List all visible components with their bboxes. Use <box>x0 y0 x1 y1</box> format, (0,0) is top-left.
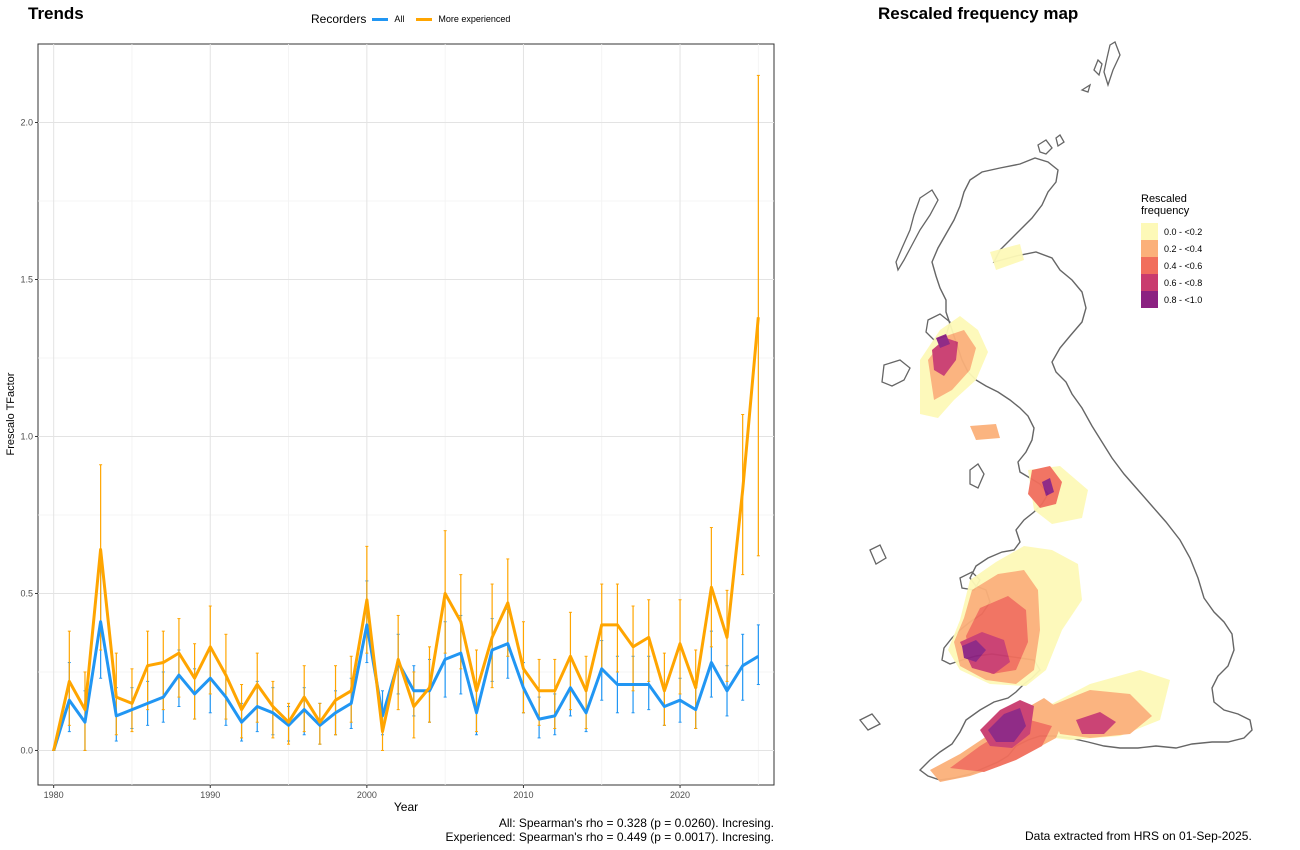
stat-all: All: Spearman's rho = 0.328 (p = 0.0260)… <box>498 816 774 830</box>
map-legend-swatch <box>1141 257 1158 274</box>
legend-key-experienced <box>416 17 433 21</box>
series-lines <box>52 317 760 751</box>
series-line-more-experienced <box>52 317 760 751</box>
patch-lakes-high <box>1042 478 1054 496</box>
x-tick-label: 1990 <box>200 790 220 800</box>
map-legend-title-line2: frequency <box>1141 205 1190 217</box>
y-tick-label: 1.5 <box>20 274 33 284</box>
map-legend-swatch <box>1141 223 1158 240</box>
shetland-outline <box>1080 41 1121 93</box>
x-axis-label: Year <box>394 800 418 814</box>
patch-galloway <box>970 424 1000 440</box>
x-tick-label: 2020 <box>670 790 690 800</box>
map-legend-row: 0.2 - <0.4 <box>1141 240 1202 257</box>
patch-scotland-top <box>936 334 950 348</box>
trends-chart: 0.0 0.5 1.0 1.5 2.0 1980 1990 2000 2010 2020 Year… <box>5 43 775 814</box>
x-tick-label: 2000 <box>357 790 377 800</box>
y-tick-label: 0.5 <box>20 588 33 598</box>
irish-coast-fragment <box>858 359 911 731</box>
chart-legend: Recorders All More experienced <box>311 12 516 26</box>
y-tick-label: 0.0 <box>20 745 33 755</box>
frequency-patches <box>920 244 1170 782</box>
series-line-all <box>52 620 760 751</box>
legend-title: Recorders <box>311 12 367 26</box>
trends-title: Trends <box>28 4 84 23</box>
orkney-outline <box>1037 134 1065 155</box>
map-legend-swatch <box>1141 274 1158 291</box>
x-tick-label: 2010 <box>513 790 533 800</box>
map-legend-label: 0.0 - <0.2 <box>1164 226 1203 237</box>
axes: 0.0 0.5 1.0 1.5 2.0 1980 1990 2000 2010 2020 <box>20 117 690 800</box>
stat-experienced: Experienced: Spearman's rho = 0.449 (p =… <box>445 830 775 844</box>
map-legend-label: 0.2 - <0.4 <box>1164 243 1203 254</box>
y-tick-label: 1.0 <box>20 431 33 441</box>
map-legend-label: 0.8 - <1.0 <box>1164 294 1203 305</box>
patch-scotland-high <box>932 338 958 376</box>
patch-dartmoor-top <box>988 708 1026 742</box>
legend-label-experienced: More experienced <box>438 14 511 24</box>
y-axis-label: Frescalo TFactor <box>5 372 17 455</box>
patch-highland-north <box>990 244 1024 270</box>
y-tick-label: 2.0 <box>20 117 33 127</box>
patch-wales-top <box>962 640 986 662</box>
frequency-map <box>858 41 1253 782</box>
map-legend-label: 0.4 - <0.6 <box>1164 260 1203 271</box>
map-legend-row: 0.4 - <0.6 <box>1141 257 1202 274</box>
footnote: Data extracted from HRS on 01-Sep-2025. <box>1025 829 1252 843</box>
map-legend-title-line1: Rescaled <box>1141 193 1187 205</box>
map-legend-row: 0.6 - <0.8 <box>1141 274 1202 291</box>
map-legend-title: Rescaled frequency <box>1141 193 1202 217</box>
map-legend: Rescaled frequency 0.0 - <0.2 0.2 - <0.4 0… <box>1141 193 1202 308</box>
patch-dorset-high <box>1076 712 1116 734</box>
map-legend-swatch <box>1141 240 1158 257</box>
isle-of-man-outline <box>969 463 985 489</box>
map-legend-row: 0.8 - <1.0 <box>1141 291 1202 308</box>
legend-label-all: All <box>394 14 405 24</box>
legend-key-all <box>372 17 389 21</box>
x-tick-label: 1980 <box>44 790 64 800</box>
plot-panel <box>37 43 775 786</box>
map-title: Rescaled frequency map <box>878 4 1079 23</box>
map-legend-label: 0.6 - <0.8 <box>1164 277 1203 288</box>
map-legend-row: 0.0 - <0.2 <box>1141 223 1202 240</box>
map-legend-swatch <box>1141 291 1158 308</box>
map-legend-rows: 0.0 - <0.2 0.2 - <0.4 0.4 - <0.6 0.6 - <0.8… <box>1141 223 1202 308</box>
outer-hebrides-outline <box>895 189 939 272</box>
error-bars <box>52 74 760 751</box>
